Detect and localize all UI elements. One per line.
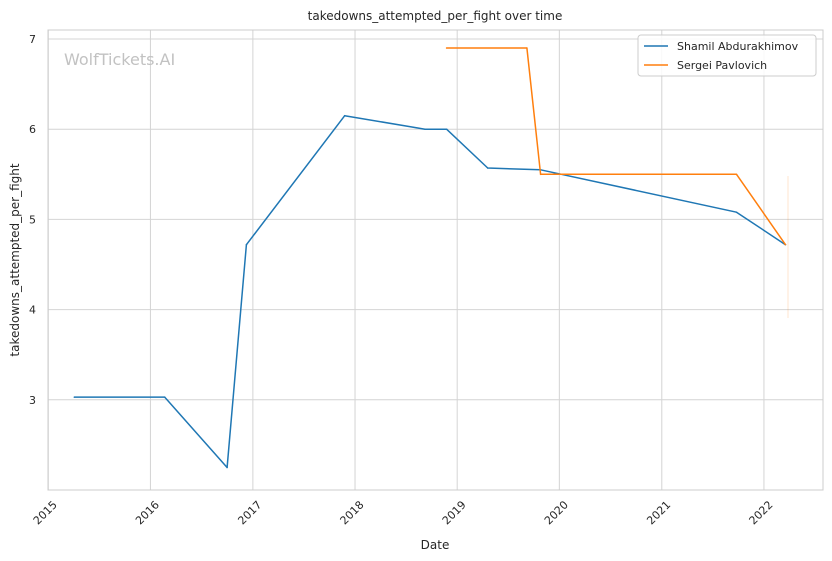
plot-frame bbox=[47, 29, 824, 491]
y-axis-title: takedowns_attempted_per_fight bbox=[8, 163, 22, 356]
data-point bbox=[424, 128, 426, 130]
y-tick-label: 5 bbox=[29, 213, 36, 226]
data-point bbox=[445, 128, 448, 130]
y-tick-label: 3 bbox=[29, 394, 36, 407]
y-tick-label: 7 bbox=[29, 33, 36, 46]
legend: Shamil Abdurakhimov Sergei Pavlovich bbox=[637, 34, 817, 77]
data-point bbox=[735, 211, 738, 213]
legend-box bbox=[637, 34, 817, 77]
data-point bbox=[343, 114, 346, 117]
watermark: WolfTickets.AI bbox=[64, 50, 175, 69]
data-point bbox=[784, 243, 787, 246]
x-axis-title: Date bbox=[421, 538, 450, 552]
legend-label: Sergei Pavlovich bbox=[677, 59, 767, 72]
series-lines bbox=[73, 47, 787, 469]
data-point bbox=[526, 47, 528, 49]
data-point bbox=[73, 396, 76, 398]
data-point bbox=[245, 243, 248, 246]
data-point bbox=[445, 47, 448, 49]
data-point bbox=[486, 167, 489, 169]
y-tick-labels: 3 4 5 6 7 bbox=[29, 33, 36, 407]
data-point bbox=[735, 173, 738, 176]
data-point bbox=[226, 466, 228, 469]
data-point bbox=[539, 173, 542, 176]
legend-label: Shamil Abdurakhimov bbox=[677, 40, 799, 53]
chart-title: takedowns_attempted_per_fight over time bbox=[308, 9, 563, 23]
data-point bbox=[163, 396, 166, 398]
y-tick-label: 6 bbox=[29, 123, 36, 136]
y-tick-label: 4 bbox=[29, 304, 36, 317]
